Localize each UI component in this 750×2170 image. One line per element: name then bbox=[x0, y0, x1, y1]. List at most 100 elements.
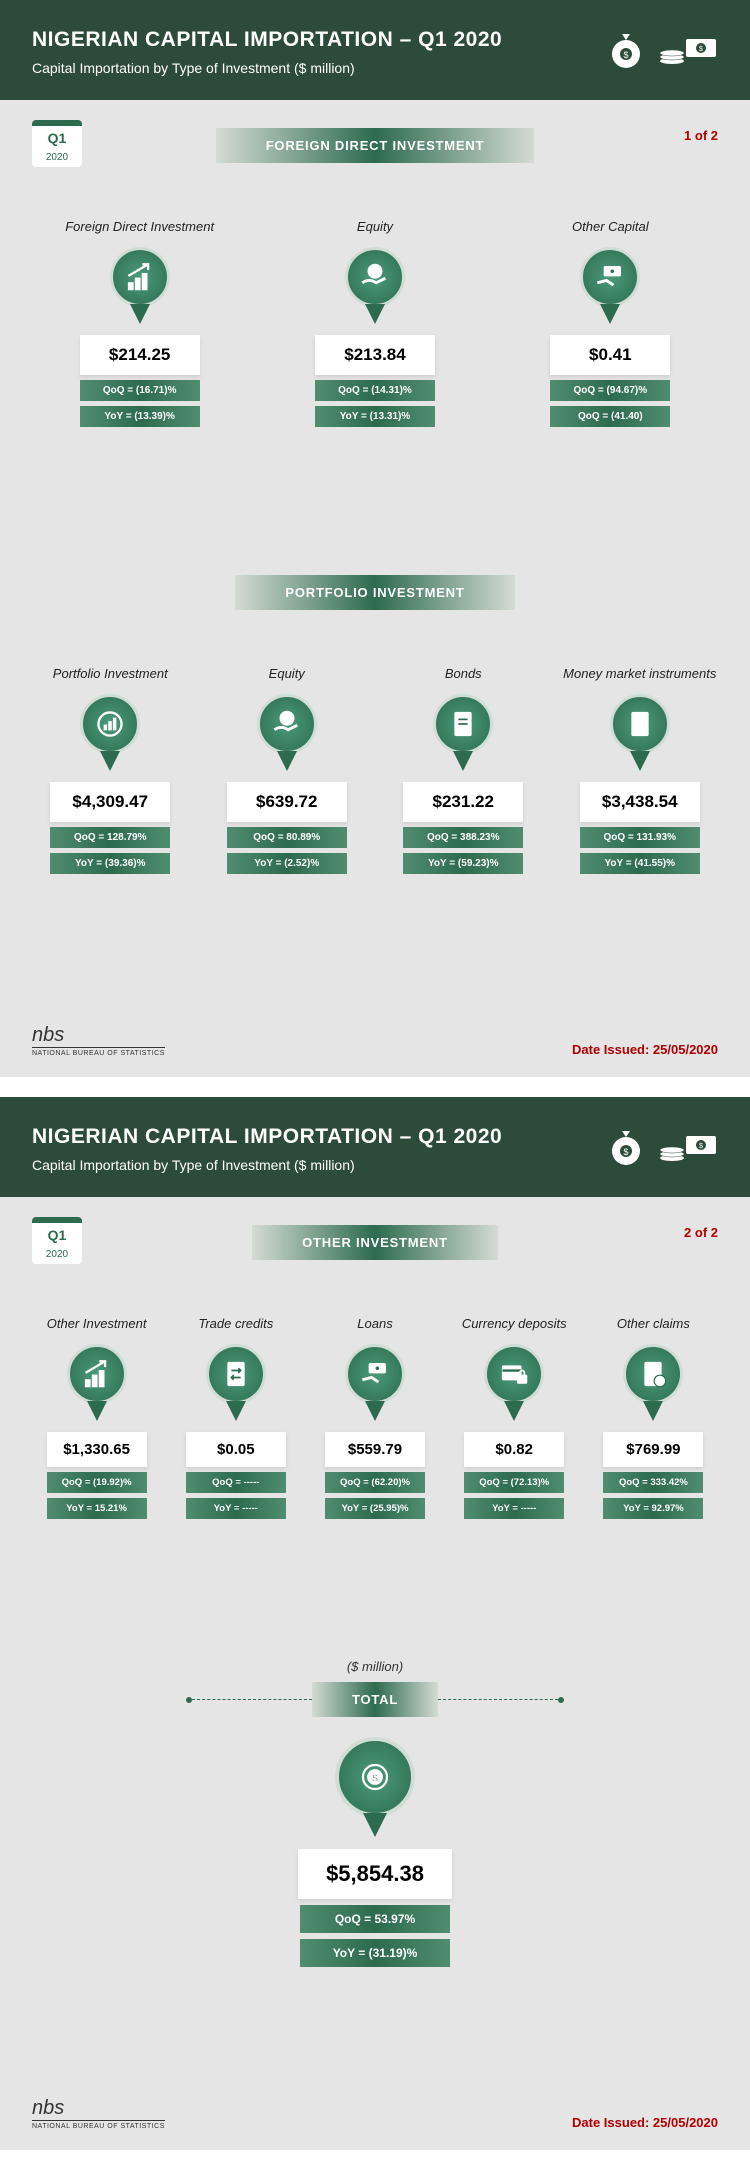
quarter-badge: Q1 2020 bbox=[32, 1217, 82, 1264]
card-value: $559.79 bbox=[325, 1432, 425, 1467]
metric-card: Portfolio Investment $4,309.47 QoQ = 128… bbox=[32, 650, 189, 874]
coins-cash-icon bbox=[658, 1126, 718, 1166]
header-icons bbox=[602, 28, 718, 70]
page-footer: nbs NATIONAL BUREAU OF STATISTICS Date I… bbox=[0, 2097, 750, 2150]
card-label: Portfolio Investment bbox=[53, 650, 168, 682]
page-counter: 1 of 2 bbox=[684, 128, 718, 143]
card-icon bbox=[610, 694, 670, 754]
doc-alert-icon bbox=[638, 1359, 668, 1389]
page-footer: nbs NATIONAL BUREAU OF STATISTICS Date I… bbox=[0, 1024, 750, 1077]
header-icons bbox=[602, 1125, 718, 1167]
card-icon bbox=[484, 1344, 544, 1404]
quarter-year: 2020 bbox=[32, 1247, 82, 1264]
card-yoy: QoQ = (41.40) bbox=[550, 406, 670, 427]
chart-up-icon bbox=[82, 1359, 112, 1389]
metric-card: Equity $639.72 QoQ = 80.89% YoY = (2.52)… bbox=[209, 650, 366, 874]
metric-card: Equity $213.84 QoQ = (14.31)% YoY = (13.… bbox=[267, 203, 482, 427]
card-icon bbox=[206, 1344, 266, 1404]
portfolio-cards: Portfolio Investment $4,309.47 QoQ = 128… bbox=[32, 650, 718, 874]
card-icon bbox=[110, 247, 170, 307]
card-yoy: YoY = (39.36)% bbox=[50, 853, 170, 874]
total-qoq: QoQ = 53.97% bbox=[300, 1905, 450, 1933]
fdi-cards: Foreign Direct Investment $214.25 QoQ = … bbox=[32, 203, 718, 427]
section-fdi-title: FOREIGN DIRECT INVESTMENT bbox=[216, 128, 535, 163]
card-label: Bonds bbox=[445, 650, 482, 682]
card-label: Other Investment bbox=[47, 1300, 147, 1332]
card-value: $213.84 bbox=[315, 335, 435, 375]
card-lock-icon bbox=[499, 1359, 529, 1389]
page-content: Q1 2020 2 of 2 OTHER INVESTMENT Other In… bbox=[0, 1197, 750, 2097]
card-value: $231.22 bbox=[403, 782, 523, 822]
metric-card: Currency deposits $0.82 QoQ = (72.13)% Y… bbox=[450, 1300, 579, 1519]
coins-cash-icon bbox=[658, 29, 718, 69]
document-icon bbox=[448, 709, 478, 739]
hand-cash-icon bbox=[595, 262, 625, 292]
card-yoy: YoY = 92.97% bbox=[603, 1498, 703, 1519]
card-label: Other claims bbox=[617, 1300, 690, 1332]
card-value: $0.41 bbox=[550, 335, 670, 375]
doc-arrows-icon bbox=[221, 1359, 251, 1389]
card-label: Other Capital bbox=[572, 203, 649, 235]
card-value: $0.82 bbox=[464, 1432, 564, 1467]
header-title: NIGERIAN CAPITAL IMPORTATION – Q1 2020 bbox=[32, 1125, 502, 1149]
page-header: NIGERIAN CAPITAL IMPORTATION – Q1 2020 C… bbox=[0, 0, 750, 100]
card-icon bbox=[257, 694, 317, 754]
metric-card: Other Capital $0.41 QoQ = (94.67)% QoQ =… bbox=[503, 203, 718, 427]
card-icon bbox=[80, 694, 140, 754]
card-value: $1,330.65 bbox=[47, 1432, 147, 1467]
card-qoq: QoQ = (94.67)% bbox=[550, 380, 670, 401]
card-label: Currency deposits bbox=[462, 1300, 567, 1332]
hand-coin-icon bbox=[272, 709, 302, 739]
metric-card: Other claims $769.99 QoQ = 333.42% YoY =… bbox=[589, 1300, 718, 1519]
card-label: Foreign Direct Investment bbox=[65, 203, 214, 235]
card-yoy: YoY = (2.52)% bbox=[227, 853, 347, 874]
date-issued: Date Issued: 25/05/2020 bbox=[572, 2115, 718, 2130]
decor-line bbox=[438, 1699, 558, 1700]
card-qoq: QoQ = (19.92)% bbox=[47, 1472, 147, 1493]
section-other-title: OTHER INVESTMENT bbox=[252, 1225, 498, 1260]
dollar-circle-icon bbox=[360, 1762, 390, 1792]
header-subtitle: Capital Importation by Type of Investmen… bbox=[32, 60, 502, 76]
metric-card: Other Investment $1,330.65 QoQ = (19.92)… bbox=[32, 1300, 161, 1519]
quarter-label: Q1 bbox=[32, 1217, 82, 1247]
quarter-label: Q1 bbox=[32, 120, 82, 150]
card-yoy: YoY = (13.31)% bbox=[315, 406, 435, 427]
card-qoq: QoQ = 80.89% bbox=[227, 827, 347, 848]
card-value: $639.72 bbox=[227, 782, 347, 822]
card-label: Loans bbox=[357, 1300, 392, 1332]
card-icon bbox=[433, 694, 493, 754]
chart-up-icon bbox=[125, 262, 155, 292]
metric-card: Bonds $231.22 QoQ = 388.23% YoY = (59.23… bbox=[385, 650, 542, 874]
page-content: Q1 2020 1 of 2 FOREIGN DIRECT INVESTMENT… bbox=[0, 100, 750, 1024]
other-cards: Other Investment $1,330.65 QoQ = (19.92)… bbox=[32, 1300, 718, 1519]
metric-card: Money market instruments $3,438.54 QoQ =… bbox=[562, 650, 719, 874]
total-card: $5,854.38 QoQ = 53.97% YoY = (31.19)% bbox=[32, 1737, 718, 1967]
card-yoy: YoY = (41.55)% bbox=[580, 853, 700, 874]
header-title: NIGERIAN CAPITAL IMPORTATION – Q1 2020 bbox=[32, 28, 502, 52]
total-icon bbox=[335, 1737, 415, 1817]
card-qoq: QoQ = ----- bbox=[186, 1472, 286, 1493]
nbs-logo-text: nbs bbox=[32, 2097, 165, 2120]
metric-card: Loans $559.79 QoQ = (62.20)% YoY = (25.9… bbox=[310, 1300, 439, 1519]
nbs-logo: nbs NATIONAL BUREAU OF STATISTICS bbox=[32, 2097, 165, 2130]
card-qoq: QoQ = 131.93% bbox=[580, 827, 700, 848]
nbs-logo: nbs NATIONAL BUREAU OF STATISTICS bbox=[32, 1024, 165, 1057]
card-label: Trade credits bbox=[198, 1300, 273, 1332]
card-icon bbox=[67, 1344, 127, 1404]
section-portfolio-title: PORTFOLIO INVESTMENT bbox=[235, 575, 514, 610]
section-other-title-wrap: OTHER INVESTMENT bbox=[252, 1225, 498, 1260]
money-bag-icon bbox=[602, 1125, 650, 1167]
money-bag-icon bbox=[602, 28, 650, 70]
card-icon bbox=[345, 1344, 405, 1404]
header-text: NIGERIAN CAPITAL IMPORTATION – Q1 2020 C… bbox=[32, 1125, 502, 1173]
card-icon bbox=[580, 247, 640, 307]
card-value: $214.25 bbox=[80, 335, 200, 375]
card-label: Equity bbox=[269, 650, 305, 682]
page-1: NIGERIAN CAPITAL IMPORTATION – Q1 2020 C… bbox=[0, 0, 750, 1077]
quarter-year: 2020 bbox=[32, 150, 82, 167]
total-yoy: YoY = (31.19)% bbox=[300, 1939, 450, 1967]
doc-money-icon bbox=[625, 709, 655, 739]
card-yoy: YoY = ----- bbox=[186, 1498, 286, 1519]
card-yoy: YoY = (59.23)% bbox=[403, 853, 523, 874]
total-title-wrap: TOTAL bbox=[32, 1682, 718, 1717]
